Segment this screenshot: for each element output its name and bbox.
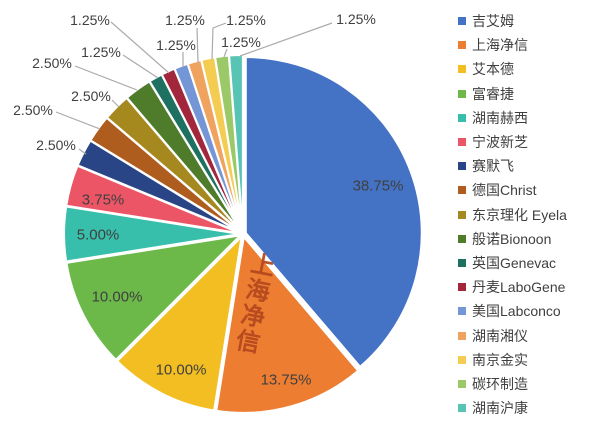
legend-item: 宁波新芝 (458, 130, 567, 154)
legend-label: 东京理化 Eyela (472, 206, 567, 223)
slice-value-label: 1.25% (156, 37, 196, 53)
slice-value-label: 2.50% (71, 88, 111, 104)
slice-value-label: 1.25% (81, 44, 121, 60)
legend-item: 湖南赫西 (458, 106, 567, 130)
pie-svg (55, 21, 423, 414)
legend-item: 碳环制造 (458, 372, 567, 396)
legend-item: 富睿捷 (458, 82, 567, 106)
legend-label: 英国Genevac (472, 254, 557, 271)
slice-value-label: 1.25% (336, 11, 376, 27)
legend-swatch-icon (458, 355, 466, 364)
pie-slice (244, 56, 423, 368)
legend-item: 德国Christ (458, 178, 567, 202)
slice-value-label: 3.75% (81, 191, 125, 209)
pie-slice (116, 235, 243, 412)
slice-value-label: 5.00% (76, 226, 120, 244)
legend-item: 东京理化 Eyela (458, 203, 567, 227)
legend-swatch-icon (458, 41, 466, 50)
slice-value-label: 13.75% (260, 371, 312, 389)
leader-line (110, 21, 170, 74)
legend-label: 湖南沪康 (472, 400, 528, 417)
legend-swatch-icon (458, 89, 466, 98)
slice-value-label: 2.50% (32, 55, 72, 71)
leader-line (78, 148, 87, 155)
legend-item: 吉艾姆 (458, 9, 567, 33)
slice-value-label: 1.25% (221, 34, 261, 50)
legend-item: 英国Genevac (458, 251, 567, 275)
leader-line (74, 65, 138, 91)
pie-slice (65, 234, 242, 361)
slice-value-label: 1.25% (165, 12, 205, 28)
legend-item: 南京金实 (458, 348, 567, 372)
legend-swatch-icon (458, 307, 466, 316)
slice-value-label: 2.50% (13, 102, 53, 118)
leader-line (223, 48, 228, 58)
legend-item: 艾本德 (458, 57, 567, 81)
legend-swatch-icon (458, 234, 466, 243)
legend-swatch-icon (458, 17, 466, 26)
legend-swatch-icon (458, 162, 466, 171)
legend-swatch-icon (458, 186, 466, 195)
slice-value-label: 10.00% (155, 361, 207, 379)
leader-line (122, 54, 159, 79)
legend-swatch-icon (458, 283, 466, 292)
leader-line (211, 22, 227, 60)
slice-value-label: 38.75% (352, 177, 404, 195)
leader-line (196, 27, 199, 64)
legend-swatch-icon (458, 379, 466, 388)
legend-label: 南京金实 (472, 351, 528, 368)
legend-item: 上海净信 (458, 33, 567, 57)
legend-label: 宁波新芝 (472, 134, 528, 151)
legend-label: 艾本德 (472, 61, 514, 78)
legend-label: 富睿捷 (472, 85, 514, 102)
legend-item: 美国Labconco (458, 299, 567, 323)
legend-item: 湖南沪康 (458, 396, 567, 420)
legend-swatch-icon (458, 331, 466, 340)
legend-label: 上海净信 (472, 37, 528, 54)
legend-label: 德国Christ (472, 182, 537, 199)
legend-swatch-icon (458, 404, 466, 413)
leader-line (239, 22, 333, 57)
legend-label: 湖南赫西 (472, 109, 528, 126)
legend-swatch-icon (458, 65, 466, 74)
slice-value-label: 1.25% (226, 12, 266, 28)
legend-label: 吉艾姆 (472, 13, 514, 30)
legend-label: 美国Labconco (472, 303, 561, 320)
legend-item: 丹麦LaboGene (458, 275, 567, 299)
legend-item: 湖南湘仪 (458, 323, 567, 347)
legend-swatch-icon (458, 210, 466, 219)
legend-swatch-icon (458, 258, 466, 267)
legend-swatch-icon (458, 113, 466, 122)
legend-item: 赛默飞 (458, 154, 567, 178)
legend-label: 碳环制造 (472, 375, 528, 392)
legend-label: 丹麦LaboGene (472, 279, 566, 296)
legend-label: 赛默飞 (472, 158, 514, 175)
slice-value-label: 2.50% (36, 137, 76, 153)
legend-item: 般诺Bionoon (458, 227, 567, 251)
legend: 吉艾姆上海净信艾本德富睿捷湖南赫西宁波新芝赛默飞德国Christ 东京理化 Eye… (458, 9, 567, 420)
leader-line (111, 99, 120, 108)
legend-label: 湖南湘仪 (472, 327, 528, 344)
slice-value-label: 1.25% (70, 12, 110, 28)
legend-swatch-icon (458, 138, 466, 147)
legend-label: 般诺Bionoon (472, 230, 552, 247)
pie-slice (215, 235, 360, 414)
slice-value-label: 10.00% (91, 288, 143, 306)
leader-line (55, 111, 101, 130)
